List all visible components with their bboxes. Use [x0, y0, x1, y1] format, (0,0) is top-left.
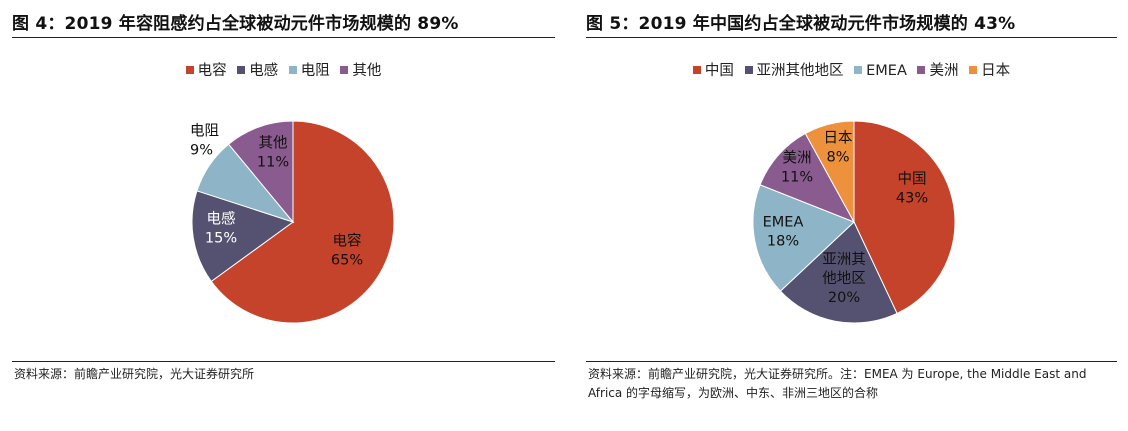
pie-slice-emea — [752, 184, 855, 292]
slice-data-label: 其他 11% — [257, 135, 289, 171]
legend-item-china: 中国 — [692, 59, 734, 80]
legend-item-japan: 日本 — [969, 59, 1010, 80]
legend-label: 电容 — [197, 63, 227, 79]
legend-swatch — [744, 66, 753, 74]
legend-swatch — [969, 66, 978, 74]
legend-swatch — [917, 66, 926, 74]
pie-slice-other — [227, 120, 294, 224]
figure-5-source-line-2: Africa 的字母缩写，为欧洲、中东、非洲三地区的合称 — [588, 386, 879, 400]
slice-data-label: 美洲 11% — [781, 150, 813, 186]
legend-swatch — [288, 66, 297, 74]
legend-item-other-asia: 亚洲其他地区 — [744, 59, 844, 80]
legend-swatch — [854, 66, 863, 74]
figure-5-title: 图 5：2019 年中国约占全球被动元件市场规模的 43% — [586, 14, 1016, 34]
legend-label: 日本 — [981, 63, 1011, 79]
legend-item-capacitor: 电容 — [185, 59, 227, 80]
figure-4-source: 资料来源：前瞻产业研究院，光大证券研究所 — [14, 367, 255, 381]
legend-swatch — [340, 66, 349, 74]
legend-label: 中国 — [704, 63, 734, 79]
slice-data-label: 电阻 9% — [190, 123, 219, 159]
legend-label: 亚洲其他地区 — [756, 63, 844, 79]
figure-4-legend: 电容 电感 电阻 其他 — [12, 59, 555, 80]
pie-slice-capacitor — [210, 120, 395, 324]
slice-data-label: 电容 65% — [331, 233, 363, 269]
pie-slice-inductor — [191, 190, 295, 283]
legend-swatch — [185, 66, 194, 74]
slice-data-label: 电感 15% — [205, 211, 237, 247]
pie-slice-china — [853, 120, 956, 315]
figure-4-title: 图 4：2019 年容阻感约占全球被动元件市场规模的 89% — [12, 14, 459, 34]
figure-5-source-line-1: 资料来源：前瞻产业研究院，光大证券研究所。注：EMEA 为 Europe, th… — [588, 367, 1087, 381]
pie-slice-americas — [759, 132, 856, 223]
pie-slice-japan — [804, 120, 855, 223]
legend-swatch — [237, 66, 246, 74]
legend-label: 其他 — [352, 63, 382, 79]
slice-data-label: 日本 8% — [824, 130, 853, 166]
figure-5-panel: 图 5：2019 年中国约占全球被动元件市场规模的 43% 中国 亚洲其他地区 … — [586, 0, 1117, 431]
legend-item-emea: EMEA — [854, 63, 907, 79]
slice-data-label: 中国 43% — [896, 171, 928, 207]
legend-label: 电阻 — [300, 63, 330, 79]
figure-5-source: 资料来源：前瞻产业研究院，光大证券研究所。注：EMEA 为 Europe, th… — [588, 365, 1086, 403]
figure-5-legend: 中国 亚洲其他地区 EMEA 美洲 日本 — [586, 59, 1117, 80]
legend-item-americas: 美洲 — [917, 59, 958, 80]
figure-5-bottom-rule — [586, 361, 1117, 362]
slice-data-label: EMEA 18% — [763, 215, 804, 250]
figure-4-top-rule — [12, 37, 555, 38]
legend-item-other: 其他 — [340, 59, 381, 80]
legend-label: EMEA — [866, 63, 907, 79]
figure-4-pie-chart: 电容 65% 电感 15% 电阻 9% 其他 11% — [190, 120, 395, 324]
pie-slice-other-asia — [779, 221, 898, 324]
legend-label: 美洲 — [929, 63, 959, 79]
legend-item-inductor: 电感 — [237, 59, 278, 80]
legend-label: 电感 — [249, 63, 279, 79]
figure-5-pie-chart: 中国 43% 亚洲其他地区 20% EMEA 18% 美洲 11% 日本 8% — [752, 120, 956, 324]
figure-4-panel: 图 4：2019 年容阻感约占全球被动元件市场规模的 89% 电容 电感 电阻 … — [12, 0, 555, 431]
legend-item-resistor: 电阻 — [288, 59, 330, 80]
figure-5-top-rule — [586, 37, 1117, 38]
figure-4-bottom-rule — [12, 361, 555, 362]
legend-swatch — [692, 66, 701, 74]
slice-data-label: 亚洲其他地区 20% — [822, 251, 866, 306]
